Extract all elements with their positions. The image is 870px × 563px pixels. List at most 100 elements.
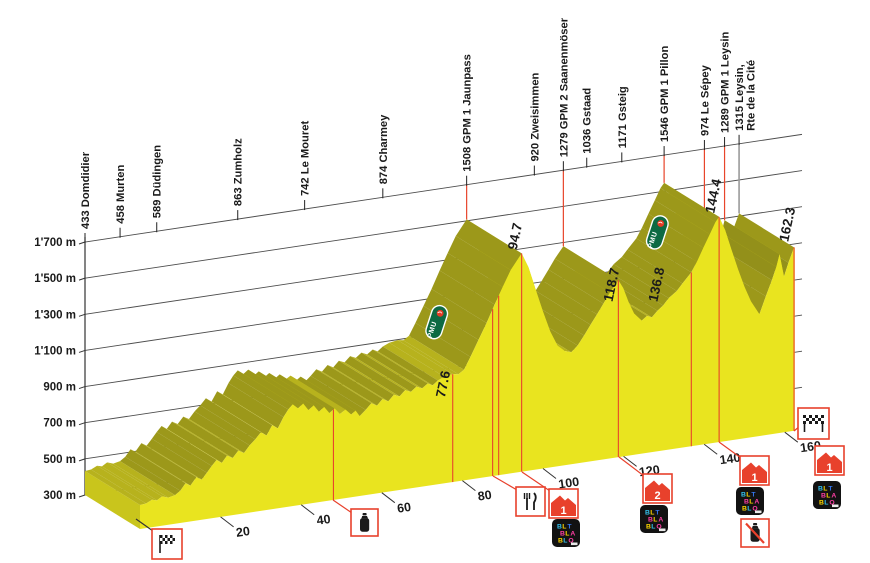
no-bottle-icon <box>740 518 770 548</box>
terrain-top-segment <box>377 346 438 386</box>
terrain-top-segment <box>172 421 233 458</box>
terrain-top-segment <box>548 258 610 304</box>
waypoint-label: 1508 GPM 1 Jaunpass <box>462 54 474 172</box>
bonus-logo-letter: B <box>558 538 563 545</box>
terrain-top-segment <box>135 443 197 486</box>
terrain-top-segment <box>151 431 212 473</box>
pmu-badge-text: PMU <box>647 231 659 249</box>
bonus-logo-letter: B <box>645 510 650 517</box>
terrain-top-segment <box>263 373 325 412</box>
bonus-logo-letter: O <box>656 524 661 531</box>
y-axis-tick-label: 1'100 m <box>34 345 76 357</box>
x-axis-tick-label: 140 <box>719 450 742 467</box>
bonus-logo-letter: L <box>653 517 657 524</box>
terrain-top-segment <box>146 438 207 480</box>
terrain-top-segment <box>389 340 453 377</box>
terrain-top-segment <box>455 219 522 271</box>
waypoint-label: 458 Murten <box>115 165 127 224</box>
terrain-top-segment <box>554 246 619 293</box>
bonus-logo-letter: L <box>562 524 566 531</box>
terrain-top-segment <box>321 364 383 406</box>
waypoint-label: 874 Charmey <box>378 114 390 184</box>
route-icons: 1B L TB L AB L O2B L TB L AB L O1B L TB L AB L O1B L TB L AB L O <box>135 407 845 560</box>
terrain-top-segment <box>654 188 716 235</box>
bonus-logo-letter: L <box>824 500 828 507</box>
terrain-top-segment <box>233 370 293 410</box>
bonus-logo-letter: A <box>658 517 663 524</box>
y-axis-tick-label: 300 m <box>43 490 76 502</box>
y-axis-tick-label: 1'500 m <box>34 273 76 285</box>
terrain-top-segment <box>627 238 692 284</box>
waypoint-label-line2: Rte de la Cité <box>746 60 758 131</box>
bonus-logo-letter: L <box>563 538 567 545</box>
terrain-top-segment <box>205 398 267 436</box>
terrain-top-segment <box>166 421 228 463</box>
terrain-top-segment <box>304 375 366 417</box>
terrain-top-segment <box>439 252 503 305</box>
terrain-top-segment <box>648 200 710 248</box>
terrain-top-segment <box>716 232 777 281</box>
bonus-logo-letter: L <box>749 499 753 506</box>
terrain-top-segment <box>101 462 163 501</box>
terrain-front-face <box>140 216 795 529</box>
bonus-logo-icon: B L TB L AB L O <box>813 481 841 509</box>
terrain-top-segment <box>183 416 244 454</box>
terrain-top-segment <box>535 280 598 325</box>
bonus-logo-letter: L <box>650 510 654 517</box>
bonus-logo-letter: L <box>565 531 569 538</box>
pmu-badge-text: PMU <box>427 321 439 339</box>
gpm-category-number: 1 <box>560 505 566 517</box>
terrain-top-segment <box>431 270 495 324</box>
sprint-badges: PMU PMU <box>425 215 669 340</box>
terrain-top-segment <box>327 364 389 402</box>
bonus-logo-letter: L <box>651 524 655 531</box>
terrain-top-segment <box>130 449 191 486</box>
km-mark-label: 162.3 <box>776 206 798 243</box>
bonus-logo-letter: O <box>752 506 757 513</box>
waypoint-label: 1036 Gstaad <box>582 88 594 154</box>
terrain-top-segment <box>350 356 411 392</box>
km-mark-label: 77.6 <box>433 369 453 399</box>
bonus-logo-letter: B <box>818 486 823 493</box>
terrain <box>85 182 795 529</box>
km-marks: 77.6 94.7 118.7 136.8 144.4 162.3 <box>433 177 798 399</box>
waypoint-label: 1279 GPM 2 Saanenmöser <box>558 17 570 157</box>
y-axis-tick-label: 700 m <box>43 418 76 430</box>
terrain-top-segment <box>188 411 250 454</box>
bonus-logo-letter: B <box>821 493 826 500</box>
waypoint-labels: 433 Domdidier 458 Murten 589 Düdingen 863 Z… <box>80 17 758 244</box>
terrain-top-segment <box>608 264 669 306</box>
gpm-category-1-icon: 1 <box>548 488 579 519</box>
terrain-top-segment <box>403 335 465 375</box>
terrain-top-segment <box>355 352 417 392</box>
waypoint-label: 1315 Leysin, <box>734 64 746 131</box>
bonus-logo-letter: O <box>829 500 834 507</box>
pmu-sprint-badge: PMU <box>425 304 449 340</box>
y-axis-tick-label: 900 m <box>43 382 76 394</box>
bonus-logo-letter: T <box>751 492 756 499</box>
terrain-top-segment <box>253 371 314 411</box>
terrain-top-segment <box>194 405 256 446</box>
bonus-logo-letter: A <box>754 499 759 506</box>
bonus-logo-icon: B L TB L AB L O <box>640 505 668 533</box>
bonus-logo-letter: A <box>570 531 575 538</box>
y-axis-tick-label: 1'300 m <box>34 309 76 321</box>
bonus-logo-icon: B L TB L AB L O <box>736 487 764 515</box>
waypoint-label: 974 Le Sépey <box>699 64 711 136</box>
bonus-logo-letter: B <box>819 500 824 507</box>
terrain-top-segment <box>161 426 222 463</box>
waypoint-label: 742 Le Mouret <box>300 121 312 197</box>
water-bottle-icon <box>350 508 379 537</box>
bonus-logo-letter: B <box>742 506 747 513</box>
terrain-top-segment <box>177 416 239 458</box>
bonus-logo-letter: T <box>655 510 660 517</box>
fork-knife-icon <box>515 486 546 517</box>
terrain-top-segment <box>529 290 591 336</box>
terrain-top-segment <box>733 213 795 263</box>
terrain-top-segment <box>274 374 335 414</box>
start-flag-icon <box>151 528 183 560</box>
gpm-category-number: 2 <box>654 490 660 502</box>
terrain-top-segment <box>156 426 217 466</box>
terrain-top-segment <box>120 456 181 496</box>
bonus-logo-letter: B <box>646 524 651 531</box>
